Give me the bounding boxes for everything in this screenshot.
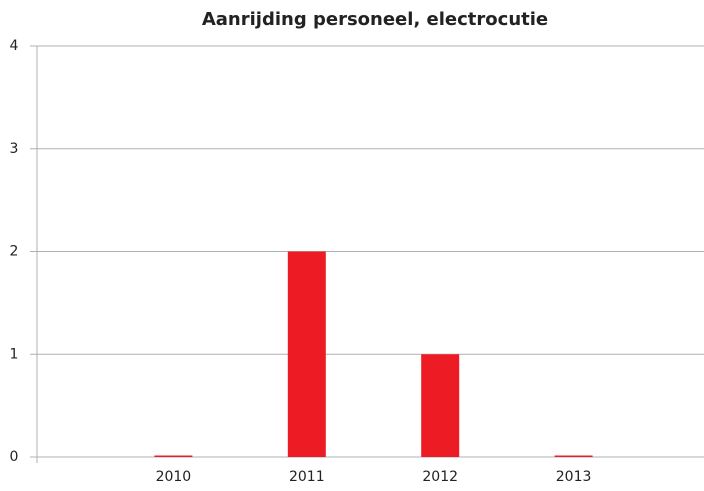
y-tick-label: 2 bbox=[10, 244, 19, 260]
x-tick-label: 2010 bbox=[156, 469, 192, 485]
x-tick-label: 2013 bbox=[556, 469, 592, 485]
bar bbox=[421, 354, 460, 457]
chart-title: Aanrijding personeel, electrocutie bbox=[202, 9, 548, 30]
x-tick-label: 2012 bbox=[422, 469, 458, 485]
y-tick-label: 3 bbox=[10, 141, 19, 157]
y-tick-label: 1 bbox=[10, 346, 19, 362]
y-tick-label: 0 bbox=[10, 449, 19, 465]
bar bbox=[287, 251, 326, 457]
y-tick-label: 4 bbox=[10, 38, 19, 54]
x-tick-label: 2011 bbox=[289, 469, 325, 485]
bar bbox=[154, 455, 193, 457]
bar bbox=[554, 455, 593, 457]
